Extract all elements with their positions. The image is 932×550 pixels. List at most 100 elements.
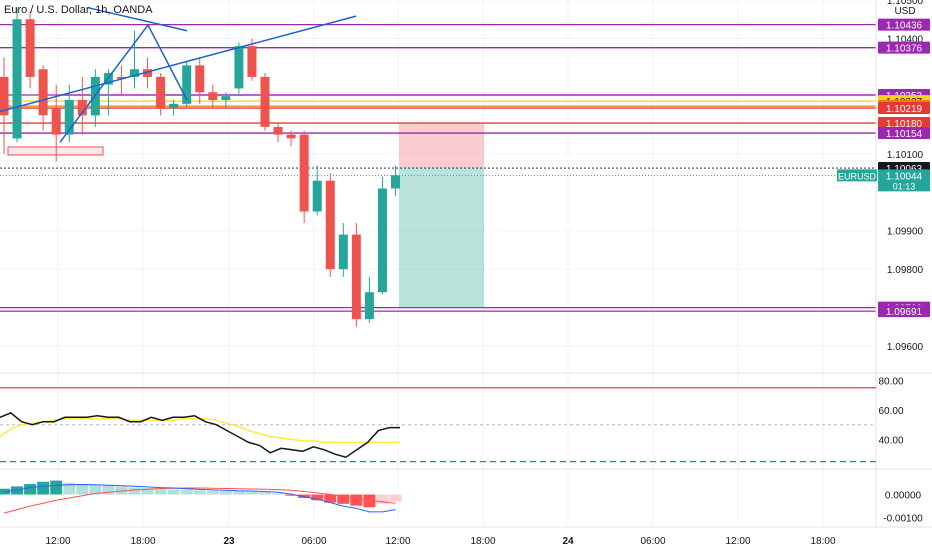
candle-body (38, 69, 48, 116)
time-tick-label: 12:00 (385, 536, 410, 547)
macd-histogram-bar (180, 489, 193, 495)
chart-title[interactable]: Euro / U.S. Dollar, 1h, OANDA (4, 4, 153, 16)
macd-tick-label: -0.00100 (883, 514, 923, 525)
trend-line (0, 15, 357, 113)
level-price-tag: 1.10180 (886, 119, 923, 130)
macd-histogram-bar (232, 491, 245, 495)
macd-histogram-bar (76, 484, 89, 495)
price-tick-label: 1.10500 (887, 0, 924, 7)
level-price-tag-bg (878, 102, 930, 115)
osc-tick-label: 40.00 (878, 435, 903, 446)
candle-body (247, 46, 257, 77)
macd-histogram-bar (193, 490, 206, 495)
candle-body (156, 76, 166, 108)
macd-histogram-bar (102, 485, 115, 495)
macd-histogram-bar (115, 486, 128, 495)
macd-histogram-bar (259, 492, 271, 495)
bar-countdown: 01:13 (893, 181, 916, 191)
macd-histogram-bar (141, 488, 154, 495)
price-tick-label: 1.10100 (887, 150, 924, 161)
time-tick-label: 23 (223, 536, 235, 547)
drawings-back (0, 23, 876, 312)
time-tick-label: 24 (562, 536, 574, 547)
symbol-tag: EURUSD (838, 171, 877, 181)
grid (0, 0, 876, 527)
macd-histogram-bar (389, 494, 402, 502)
time-tick-label: 06:00 (640, 536, 665, 547)
time-axis[interactable]: 12:00 18:00 23 06:00 12:00 18:00 24 06:00 12:00 1… (45, 536, 835, 547)
price-axis[interactable]: 1.10500 1.10400 1.10100 1.09900 1.09800 1.096… (837, 0, 930, 353)
time-tick-label: 12:00 (725, 536, 750, 547)
candle-body (169, 103, 179, 108)
candle-body (364, 292, 374, 320)
macd-histogram-bar (363, 494, 376, 508)
candle-body (182, 65, 192, 104)
price-tick-label: 1.09800 (887, 265, 924, 276)
macd-signal-line (3, 487, 396, 514)
level-price-tag-bg (878, 127, 930, 140)
macd-histogram-bar (219, 491, 232, 495)
price-tick-label: 1.10400 (887, 34, 924, 45)
macd-histogram-bar (128, 487, 141, 495)
candle-body (299, 134, 309, 212)
candle-body (0, 76, 9, 116)
position-risk-zone (399, 123, 484, 169)
macd-histogram-bar (376, 494, 389, 504)
candle-body (286, 134, 296, 139)
candle-body (325, 180, 335, 270)
macd-histogram-bar (324, 494, 337, 503)
candles (0, 7, 400, 327)
macd-histogram-bar (89, 484, 102, 495)
candle-body (64, 99, 74, 135)
macd-histogram-bar (37, 481, 50, 495)
candle-body (116, 76, 126, 79)
macd-histogram-bar (298, 494, 311, 498)
macd-histogram-bar (272, 493, 285, 495)
macd-histogram-bar (245, 491, 258, 495)
candle-body (391, 175, 400, 189)
level-price-tag-bg (878, 305, 930, 318)
macd-histogram-bar (350, 494, 363, 506)
level-price-tag-bg (878, 41, 930, 54)
macd-histogram-bar (167, 489, 180, 495)
osc-tick-label: 60.00 (878, 406, 903, 417)
trend-line (87, 6, 188, 32)
indicator-panes: 80.00 60.00 40.00 0.00000 -0.00100 (0, 0, 932, 528)
candle-body (77, 99, 87, 116)
osc-fast-line (0, 412, 400, 459)
macd-histogram-bar (285, 494, 298, 496)
candle-body (195, 65, 205, 93)
level-price-tag: 1.10436 (886, 21, 923, 32)
level-price-tag-bg (878, 117, 930, 130)
candle-body (351, 234, 361, 320)
osc-tick-label: 80.00 (878, 376, 903, 387)
candle-body (273, 126, 283, 135)
candle-body (12, 19, 22, 139)
currency-label: USD (894, 6, 915, 17)
macd-histogram-bar (11, 486, 24, 495)
position-reward-zone (399, 168, 484, 308)
drawings-front (0, 6, 357, 143)
osc-slow-line (0, 418, 400, 444)
candle-body (234, 46, 244, 89)
time-tick-label: 18:00 (470, 536, 495, 547)
candle-body (208, 92, 218, 100)
last-price-value: 1.10044 (886, 171, 923, 182)
macd-histogram-bar (206, 490, 219, 495)
time-tick-label: 18:00 (810, 536, 835, 547)
level-price-tag: 1.09691 (886, 307, 923, 318)
candle-body (51, 107, 61, 135)
level-price-tag: 1.10154 (886, 129, 923, 140)
price-tick-label: 1.09600 (887, 342, 924, 353)
macd-histogram-bar (311, 494, 324, 501)
macd-histogram-bar (337, 494, 350, 504)
time-tick-label: 06:00 (301, 536, 326, 547)
macd-line (3, 483, 396, 513)
candle-body (130, 69, 139, 77)
macd-histogram-bar (50, 480, 63, 495)
candle-body (143, 69, 153, 77)
candle-body (312, 180, 322, 212)
candle-body (377, 188, 387, 293)
macd-histogram-bar (63, 482, 76, 495)
